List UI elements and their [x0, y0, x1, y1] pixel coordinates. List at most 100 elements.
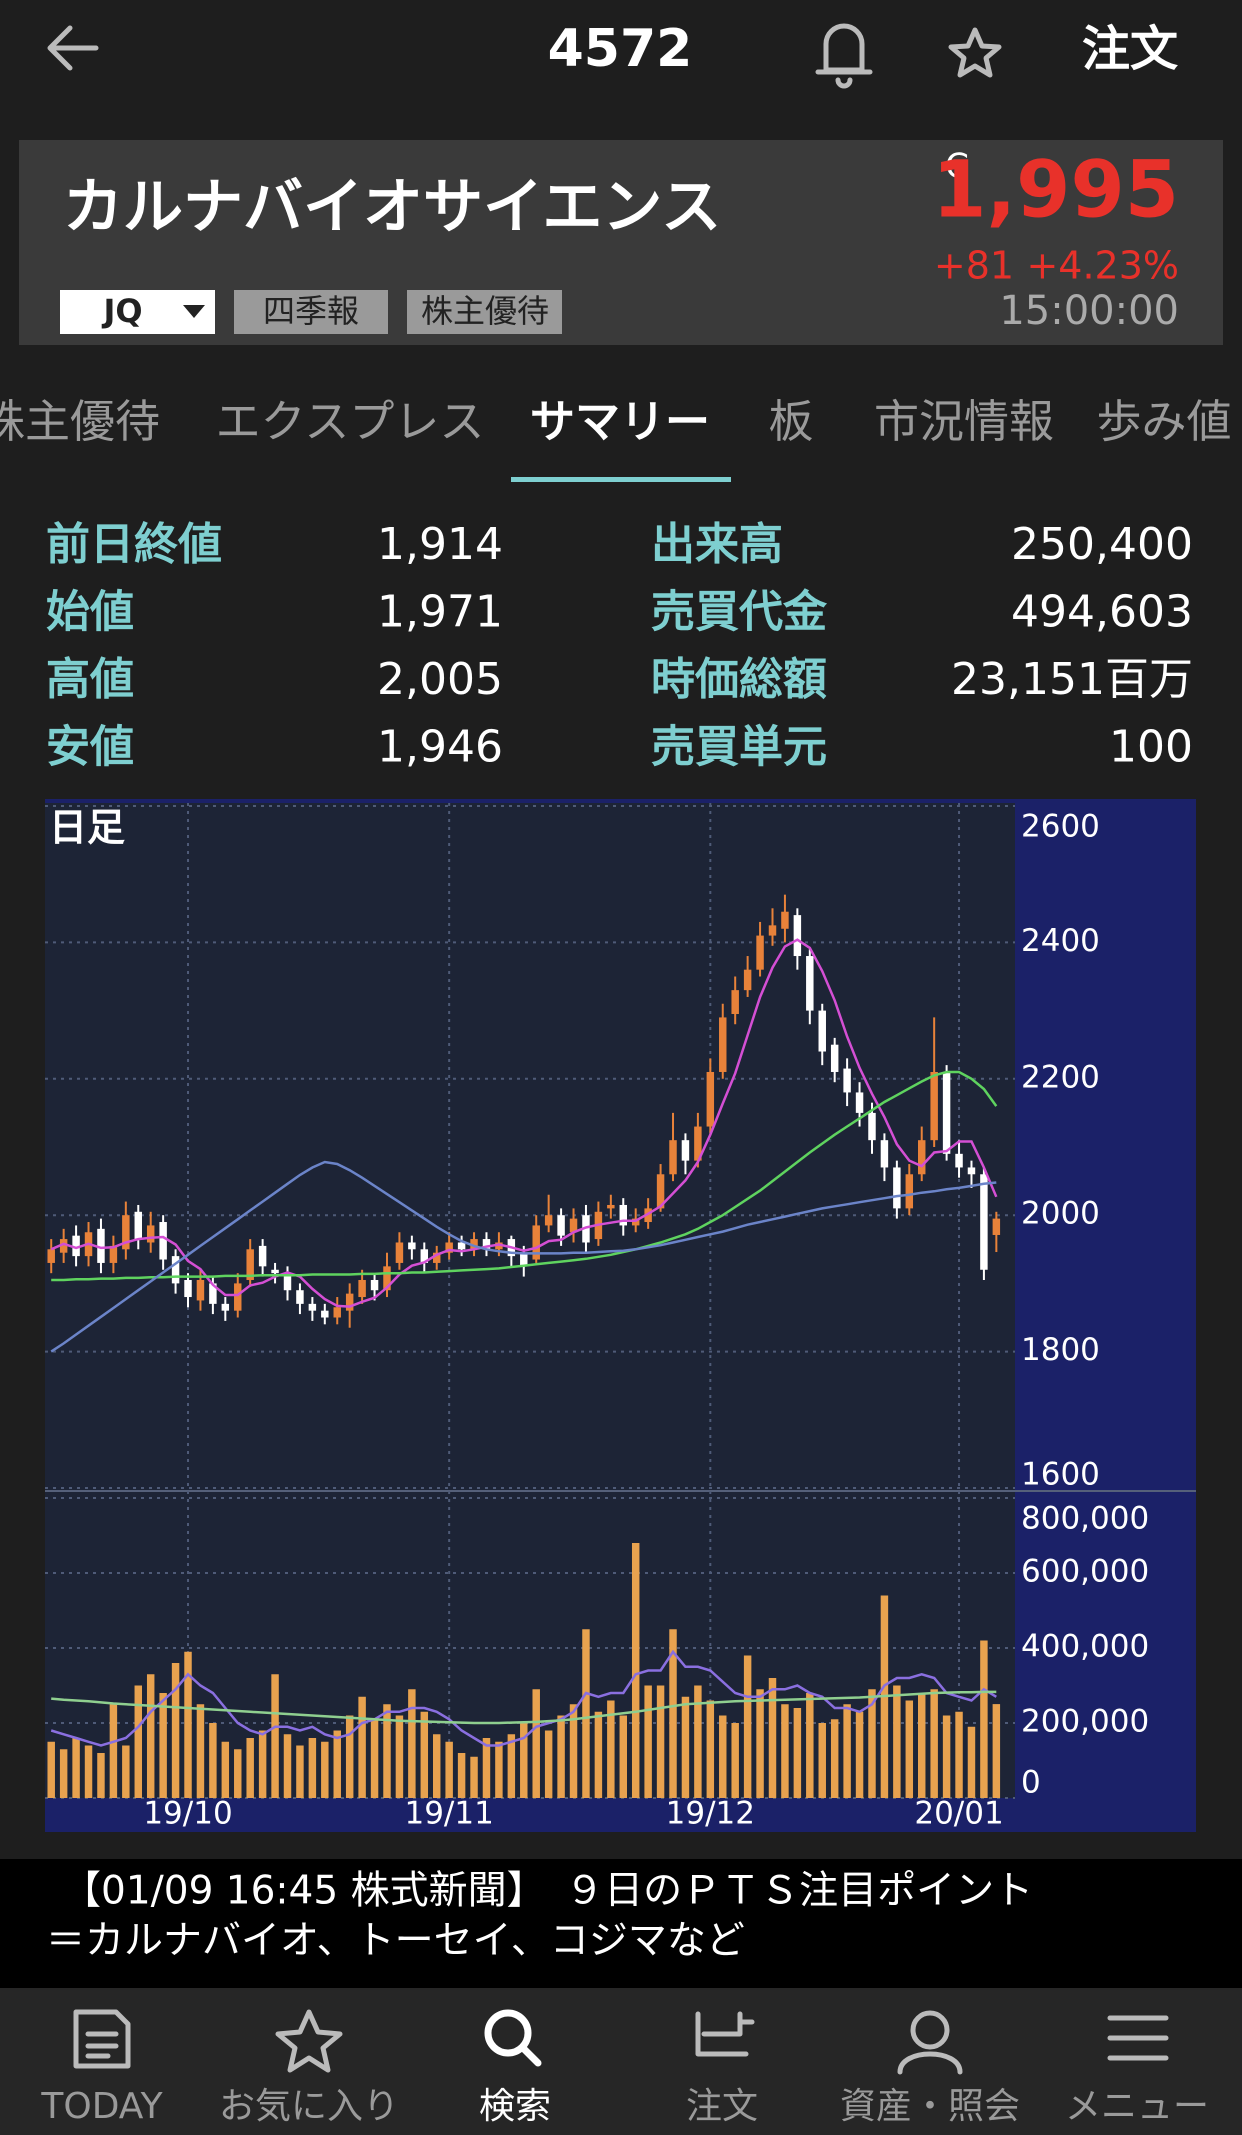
favorite-button[interactable]	[948, 27, 1002, 78]
nav-item[interactable]: 資産・照会	[840, 2086, 1020, 2127]
volume-bar	[246, 1738, 254, 1798]
nav-item[interactable]: 検索	[479, 2086, 551, 2127]
volume-bar	[793, 1708, 802, 1798]
tab[interactable]: エクスプレス	[216, 395, 485, 448]
tab[interactable]: 市況情報	[874, 395, 1054, 448]
volume-bar	[942, 1715, 951, 1798]
volume-bar	[619, 1715, 627, 1798]
news-panel[interactable]	[0, 1859, 1242, 1988]
bottom-nav	[0, 1988, 1242, 2135]
candle-body	[706, 1071, 715, 1127]
summary-value: 250,400	[1011, 519, 1193, 570]
candle-body	[420, 1249, 429, 1263]
volume-bar	[967, 1726, 976, 1798]
volume-bar	[930, 1689, 938, 1798]
volume-bar	[806, 1693, 814, 1798]
candle-body	[383, 1266, 391, 1291]
summary-label: 売買代金	[651, 587, 828, 638]
nav-item[interactable]: 注文	[686, 2086, 758, 2127]
candle-body	[296, 1290, 304, 1304]
candle-body	[669, 1140, 677, 1175]
candle-body	[930, 1071, 938, 1141]
volume-bar	[395, 1715, 404, 1798]
badge[interactable]	[407, 290, 562, 334]
candle-body	[743, 969, 752, 991]
volume-bar	[283, 1734, 292, 1798]
page-title: 4572	[548, 19, 693, 79]
nav-item[interactable]: TODAY	[40, 2086, 163, 2127]
order-button[interactable]: 注文	[1082, 21, 1178, 77]
volume-bar	[122, 1745, 130, 1798]
stock-panel	[19, 140, 1223, 345]
y2-tick-label: 600,000	[1021, 1554, 1149, 1590]
candle-body	[333, 1307, 341, 1318]
volume-bar	[631, 1543, 640, 1798]
volume-bar	[134, 1685, 142, 1798]
nav-item[interactable]: お気に入り	[219, 2086, 399, 2127]
candle-body	[967, 1167, 976, 1175]
volume-bar	[408, 1689, 416, 1798]
volume-bar	[358, 1696, 366, 1798]
alert-button[interactable]	[815, 23, 873, 89]
summary-label: 安値	[46, 722, 134, 773]
candle-body	[358, 1279, 366, 1298]
candle-body	[345, 1293, 354, 1311]
volume-bar	[495, 1741, 503, 1798]
x-tick-label: 19/12	[666, 1796, 755, 1832]
volume-bar	[669, 1629, 677, 1798]
news-line: ＝カルナバイオ、トーセイ、コジマなど	[46, 1919, 745, 1964]
plot-area	[45, 803, 1015, 1798]
candle-body	[619, 1204, 627, 1226]
y-tick-label: 2600	[1021, 809, 1100, 845]
tab[interactable]: 株主優待	[0, 395, 160, 448]
volume-bar	[159, 1693, 167, 1798]
tab[interactable]: 板	[768, 395, 813, 448]
volume-bar	[97, 1753, 105, 1798]
candle-body	[980, 1174, 988, 1270]
candle-body	[544, 1215, 553, 1226]
y2-tick-label: 0	[1021, 1765, 1041, 1801]
volume-bar	[520, 1723, 528, 1798]
candle-body	[171, 1256, 180, 1284]
candle-body	[445, 1242, 453, 1253]
y2-tick-label: 200,000	[1021, 1704, 1149, 1740]
x-tick-label: 19/10	[143, 1796, 232, 1832]
tab-indicator	[511, 477, 731, 482]
summary-label: 時価総額	[651, 654, 827, 705]
back-button[interactable]	[47, 25, 99, 71]
chart-title: 日足	[49, 806, 125, 850]
y-tick-label: 2200	[1021, 1059, 1100, 1095]
tab[interactable]: 歩み値	[1096, 395, 1231, 448]
volume-bar	[905, 1700, 914, 1798]
volume-bar	[370, 1719, 379, 1798]
candle-body	[433, 1252, 441, 1263]
volume-bar	[72, 1738, 80, 1798]
search-icon	[484, 2009, 542, 2067]
favorites-icon	[275, 2009, 343, 2073]
candle-body	[681, 1140, 690, 1161]
volume-bar	[868, 1689, 876, 1798]
candle-body	[97, 1228, 105, 1263]
summary-label: 高値	[46, 654, 134, 705]
nav-item[interactable]: メニュー	[1065, 2086, 1209, 2127]
volume-bar	[258, 1730, 267, 1798]
tab[interactable]: サマリー	[530, 395, 710, 448]
candle-body	[631, 1218, 640, 1226]
candle-body	[905, 1174, 914, 1209]
x-tick-label: 19/11	[404, 1796, 493, 1832]
volume-bar	[146, 1674, 155, 1798]
account-icon	[897, 2010, 963, 2075]
candle-body	[209, 1283, 217, 1304]
volume-bar	[918, 1693, 926, 1798]
candle-body	[992, 1218, 1001, 1235]
y-tick-label: 2000	[1021, 1196, 1100, 1232]
candle-body	[893, 1167, 901, 1209]
y-tick-label: 1800	[1021, 1332, 1100, 1368]
menu-icon	[1107, 2015, 1169, 2061]
volume-bar	[768, 1678, 777, 1798]
candle-body	[955, 1153, 963, 1168]
volume-bar	[582, 1629, 590, 1798]
badge[interactable]	[234, 290, 388, 334]
volume-bar	[594, 1711, 603, 1798]
